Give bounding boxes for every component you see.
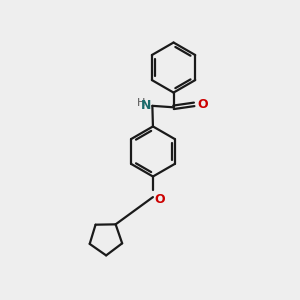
Text: H: H: [137, 98, 146, 109]
Text: O: O: [154, 193, 165, 206]
Text: N: N: [140, 99, 151, 112]
Text: O: O: [198, 98, 208, 111]
